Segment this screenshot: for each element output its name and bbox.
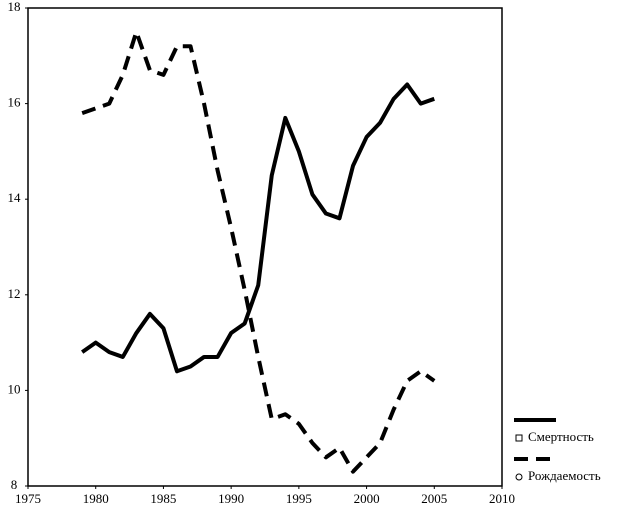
series-line	[81, 29, 436, 474]
legend-label: Рождаемость	[528, 468, 601, 483]
x-tick-label: 1980	[83, 491, 109, 506]
y-tick-label: 18	[8, 0, 21, 14]
y-tick-label: 8	[11, 477, 18, 492]
plot-frame	[27, 7, 503, 487]
y-tick-label: 12	[8, 286, 21, 301]
legend-marker	[515, 473, 523, 481]
x-tick-label: 1985	[150, 491, 176, 506]
x-tick-label: 1995	[286, 491, 312, 506]
legend-label: Смертность	[528, 429, 594, 444]
x-tick-label: 2005	[421, 491, 447, 506]
y-tick-label: 14	[8, 190, 22, 205]
x-tick-label: 2000	[354, 491, 380, 506]
x-tick-label: 2010	[489, 491, 515, 506]
legend-marker	[515, 434, 523, 442]
y-tick-label: 16	[8, 95, 22, 110]
y-tick-label: 10	[8, 381, 21, 396]
series-line	[81, 82, 435, 374]
x-tick-label: 1975	[15, 491, 41, 506]
x-tick-label: 1990	[218, 491, 244, 506]
